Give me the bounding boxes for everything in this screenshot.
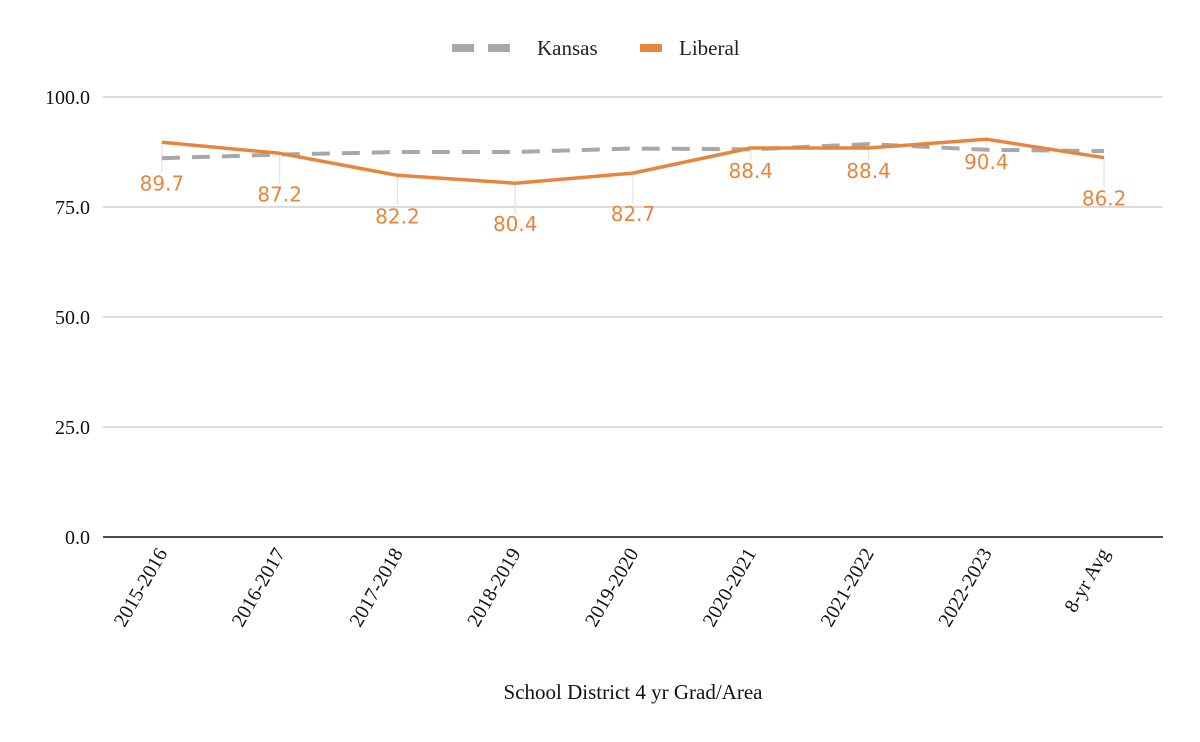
legend-label-kansas: Kansas: [537, 36, 598, 60]
legend-label-liberal: Liberal: [679, 36, 740, 60]
gridlines: [103, 96, 1163, 428]
x-tick-label: 8-yr Avg: [1060, 545, 1114, 617]
data-label: 87.2: [257, 182, 302, 206]
y-tick-label: 100.0: [45, 87, 90, 109]
data-label: 82.2: [375, 204, 420, 228]
x-tick-label: 2020-2021: [699, 545, 761, 631]
y-tick-label: 25.0: [55, 417, 90, 439]
y-tick-label: 75.0: [55, 197, 90, 219]
data-label: 86.2: [1082, 187, 1127, 211]
legend-swatch-liberal: [640, 44, 662, 52]
x-tick-label: 2017-2018: [345, 545, 407, 631]
x-tick-label: 2021-2022: [816, 545, 878, 631]
y-tick-label: 50.0: [55, 307, 90, 329]
series-line-liberal: [161, 137, 1105, 185]
data-label: 88.4: [846, 159, 891, 183]
data-label: 88.4: [729, 159, 774, 183]
x-tick-label: 2022-2023: [934, 544, 996, 630]
series-lines: [161, 137, 1105, 185]
y-axis-ticks: 0.0 25.0 50.0 75.0 100.0: [45, 87, 90, 549]
data-label: 89.7: [140, 171, 185, 195]
x-tick-label: 2016-2017: [228, 545, 290, 631]
x-tick-label: 2019-2020: [581, 545, 643, 631]
x-tick-label: 2018-2019: [463, 545, 525, 631]
series-line-kansas: [161, 142, 1105, 161]
data-label: 90.4: [964, 150, 1009, 174]
data-label: 80.4: [493, 212, 538, 236]
y-tick-label: 0.0: [65, 527, 90, 549]
legend: Kansas Liberal: [452, 36, 740, 60]
x-tick-label: 2015-2016: [110, 545, 172, 631]
x-axis-title: School District 4 yr Grad/Area: [504, 680, 764, 704]
data-label: 82.7: [611, 202, 656, 226]
x-axis-ticks: 2015-2016 2016-2017 2017-2018 2018-2019 2019…: [110, 544, 1115, 630]
data-labels: 89.7 87.2 82.2 80.4 82.7 88.4 88.4 90.4 86.2: [140, 150, 1127, 236]
